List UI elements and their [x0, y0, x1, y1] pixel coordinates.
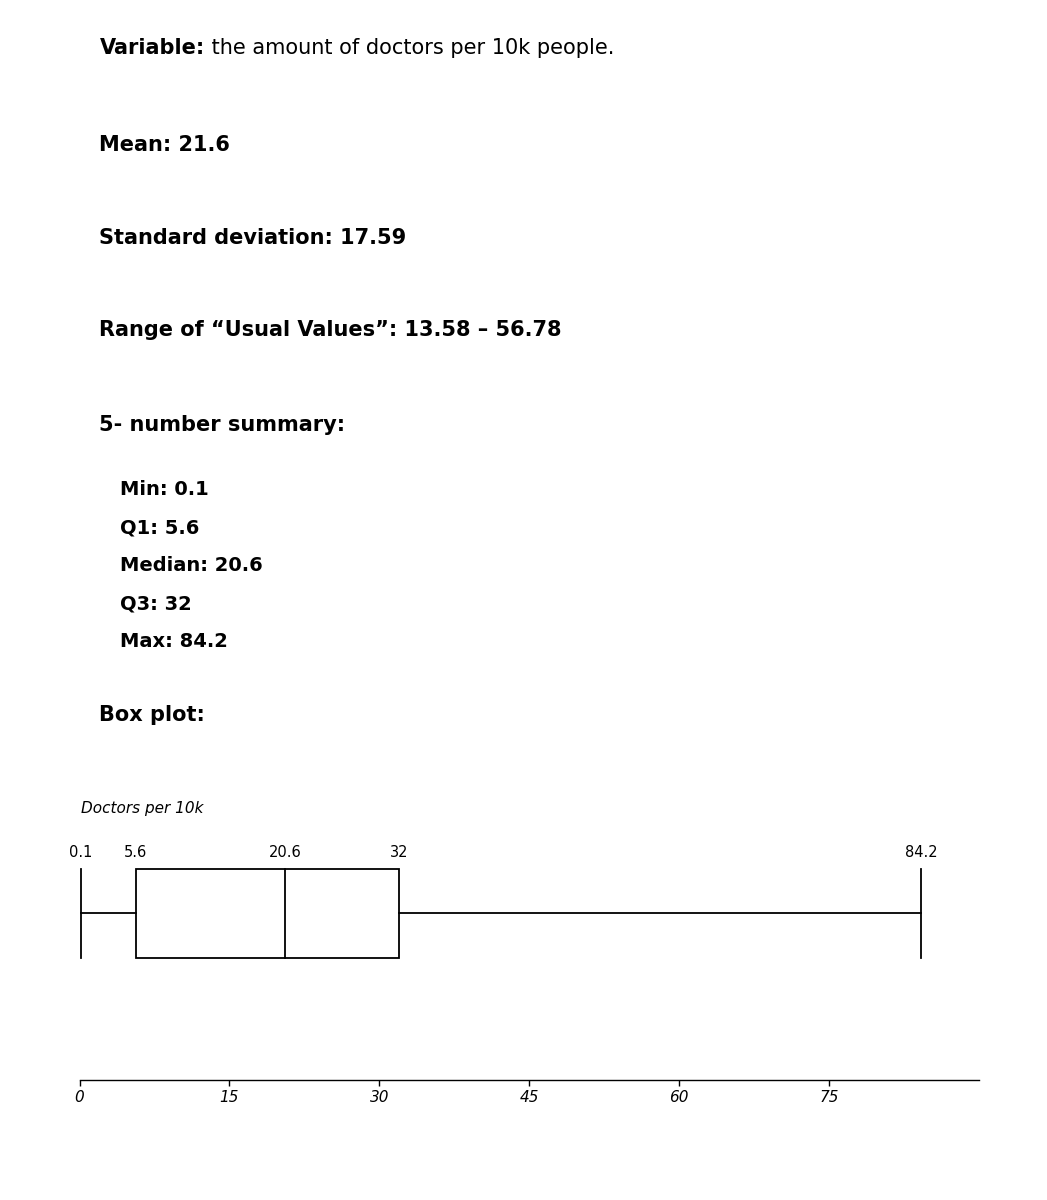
Text: Median: 20.6: Median: 20.6: [120, 556, 263, 575]
Text: Max: 84.2: Max: 84.2: [120, 632, 228, 650]
Text: Mean: 21.6: Mean: 21.6: [99, 134, 230, 155]
Text: Variable:: Variable:: [99, 38, 205, 58]
Text: Q1: 5.6: Q1: 5.6: [120, 518, 200, 538]
Text: 20.6: 20.6: [269, 845, 302, 860]
Text: Standard deviation: 17.59: Standard deviation: 17.59: [99, 228, 406, 248]
Text: Range of “Usual Values”: 13.58 – 56.78: Range of “Usual Values”: 13.58 – 56.78: [99, 320, 562, 340]
Text: 0.1: 0.1: [69, 845, 92, 860]
Text: 84.2: 84.2: [905, 845, 937, 860]
Text: 5.6: 5.6: [124, 845, 148, 860]
Text: Box plot:: Box plot:: [99, 704, 205, 725]
Text: 5- number summary:: 5- number summary:: [99, 415, 346, 434]
Bar: [135, 869, 399, 958]
Text: Min: 0.1: Min: 0.1: [120, 480, 209, 499]
Text: 32: 32: [391, 845, 408, 860]
Text: Q3: 32: Q3: 32: [120, 594, 193, 613]
Text: the amount of doctors per 10k people.: the amount of doctors per 10k people.: [205, 38, 615, 58]
Text: Doctors per 10k: Doctors per 10k: [81, 800, 203, 816]
